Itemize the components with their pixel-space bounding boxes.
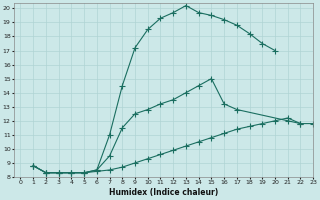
X-axis label: Humidex (Indice chaleur): Humidex (Indice chaleur): [109, 188, 218, 197]
